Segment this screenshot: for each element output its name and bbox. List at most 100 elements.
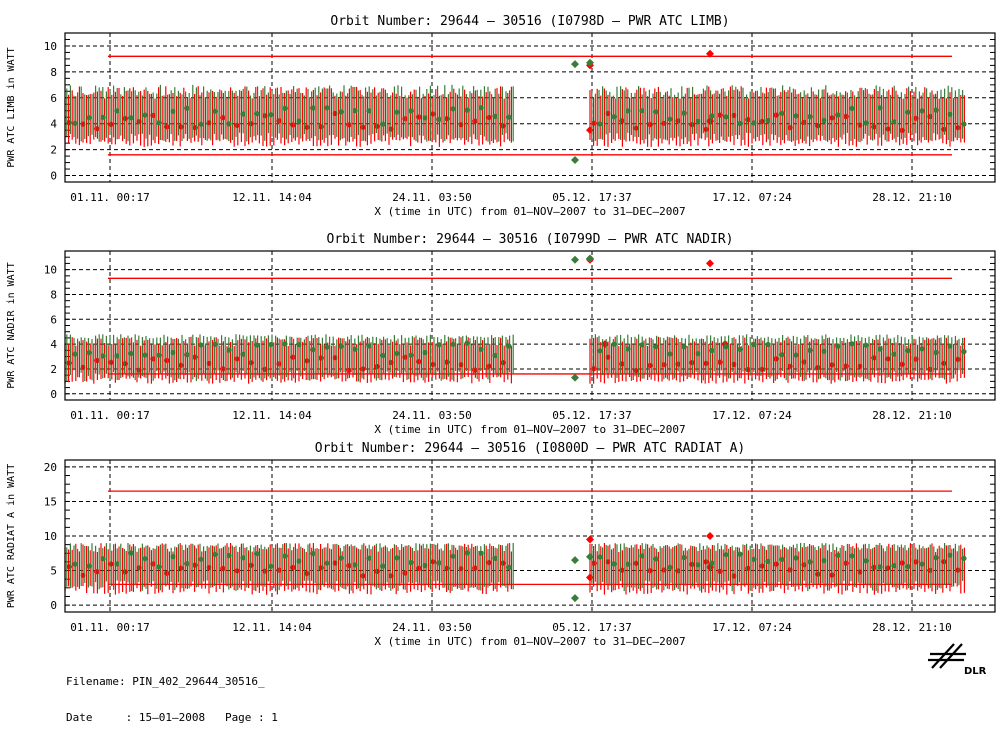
data-point [829,362,835,368]
data-point [821,558,827,564]
data-point [380,121,386,127]
data-point [779,556,785,563]
data-point [905,563,911,570]
data-point [170,108,176,114]
data-point [114,108,120,114]
data-point [751,556,757,562]
data-point [436,116,442,122]
data-point [681,344,687,350]
data-point [955,356,961,362]
data-point [212,341,218,347]
data-point [709,347,715,354]
data-point [835,112,841,118]
x-tick-label: 01.11. 00:17 [70,409,149,422]
data-point [170,554,176,560]
data-series-red [64,532,966,595]
data-point [723,114,729,120]
data-point [394,555,400,561]
data-point [422,115,428,121]
data-point [779,352,785,358]
x-tick-label: 12.11. 14:04 [232,621,312,634]
data-point [506,343,512,349]
data-point [198,556,204,562]
data-point [703,559,709,565]
data-point [226,552,232,559]
data-point [919,108,925,114]
data-point-excursion [571,594,579,603]
data-point [667,116,673,122]
data-point [100,353,106,359]
data-point [849,553,855,559]
y-tick-label: 2 [50,144,57,157]
data-point [360,124,366,130]
data-point [184,352,190,358]
data-point [653,109,659,115]
data-point [835,552,841,558]
data-point [170,349,176,356]
data-point [86,115,92,121]
x-tick-label: 05.12. 17:37 [552,621,631,634]
data-point [450,106,456,112]
data-point [611,341,617,347]
data-point [611,561,617,567]
data-point [234,356,240,362]
data-point [765,558,771,565]
y-tick-label: 6 [50,92,57,105]
data-point-excursion [586,573,594,582]
data-point-excursion [571,155,579,164]
data-point [829,572,835,578]
data-point [737,346,743,352]
y-tick-label: 0 [50,599,57,612]
data-point [695,351,701,357]
data-point [905,109,911,115]
chart-panel-3: Orbit Number: 29644 – 30516 (I0800D – PW… [6,441,996,648]
data-point [72,561,78,567]
data-point [863,558,869,564]
data-point [100,556,106,562]
data-point [108,121,114,127]
data-point [324,560,330,566]
data-point [891,119,897,125]
x-tick-label: 12.11. 14:04 [232,191,312,204]
data-point [492,352,498,359]
data-point [955,567,961,573]
y-tick-label: 4 [50,338,57,351]
data-point [240,111,246,117]
data-series-green [66,254,967,382]
data-point [961,121,967,127]
data-point-excursion [571,60,579,69]
data-point-excursion [586,126,594,135]
plot-frame [64,459,996,613]
data-point [597,554,603,560]
data-point [478,550,484,556]
data-point [240,555,246,561]
data-point [234,122,240,128]
data-point [128,350,134,357]
data-series-green [66,58,967,164]
data-point [338,555,344,561]
data-point [849,105,855,111]
data-point [282,341,288,347]
data-point [723,552,729,558]
data-point [464,340,470,346]
data-point [304,358,310,364]
data-point [86,563,92,569]
x-tick-label: 05.12. 17:37 [552,409,631,422]
data-point [667,564,673,571]
y-tick-label: 5 [50,565,57,578]
data-point [430,361,436,367]
data-point [625,346,631,352]
data-point [422,349,428,356]
data-point [254,342,260,348]
y-axis-label: PWR ATC RADIAT A in WATT [6,464,17,609]
data-point [597,348,603,354]
data-point [360,366,366,372]
data-point [891,563,897,569]
data-point [961,349,967,355]
data-point [947,343,953,349]
chart-title: Orbit Number: 29644 – 30516 (I0799D – PW… [327,232,734,247]
data-point [184,105,190,111]
data-point [394,109,400,115]
data-point [324,105,330,111]
data-point [486,560,492,566]
